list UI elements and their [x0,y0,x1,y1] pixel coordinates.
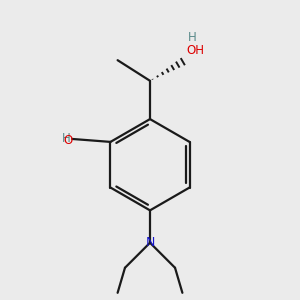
Text: O: O [63,134,73,147]
Text: H: H [188,31,197,44]
Text: OH: OH [187,44,205,57]
Text: H: H [62,132,71,145]
Text: N: N [145,236,155,249]
